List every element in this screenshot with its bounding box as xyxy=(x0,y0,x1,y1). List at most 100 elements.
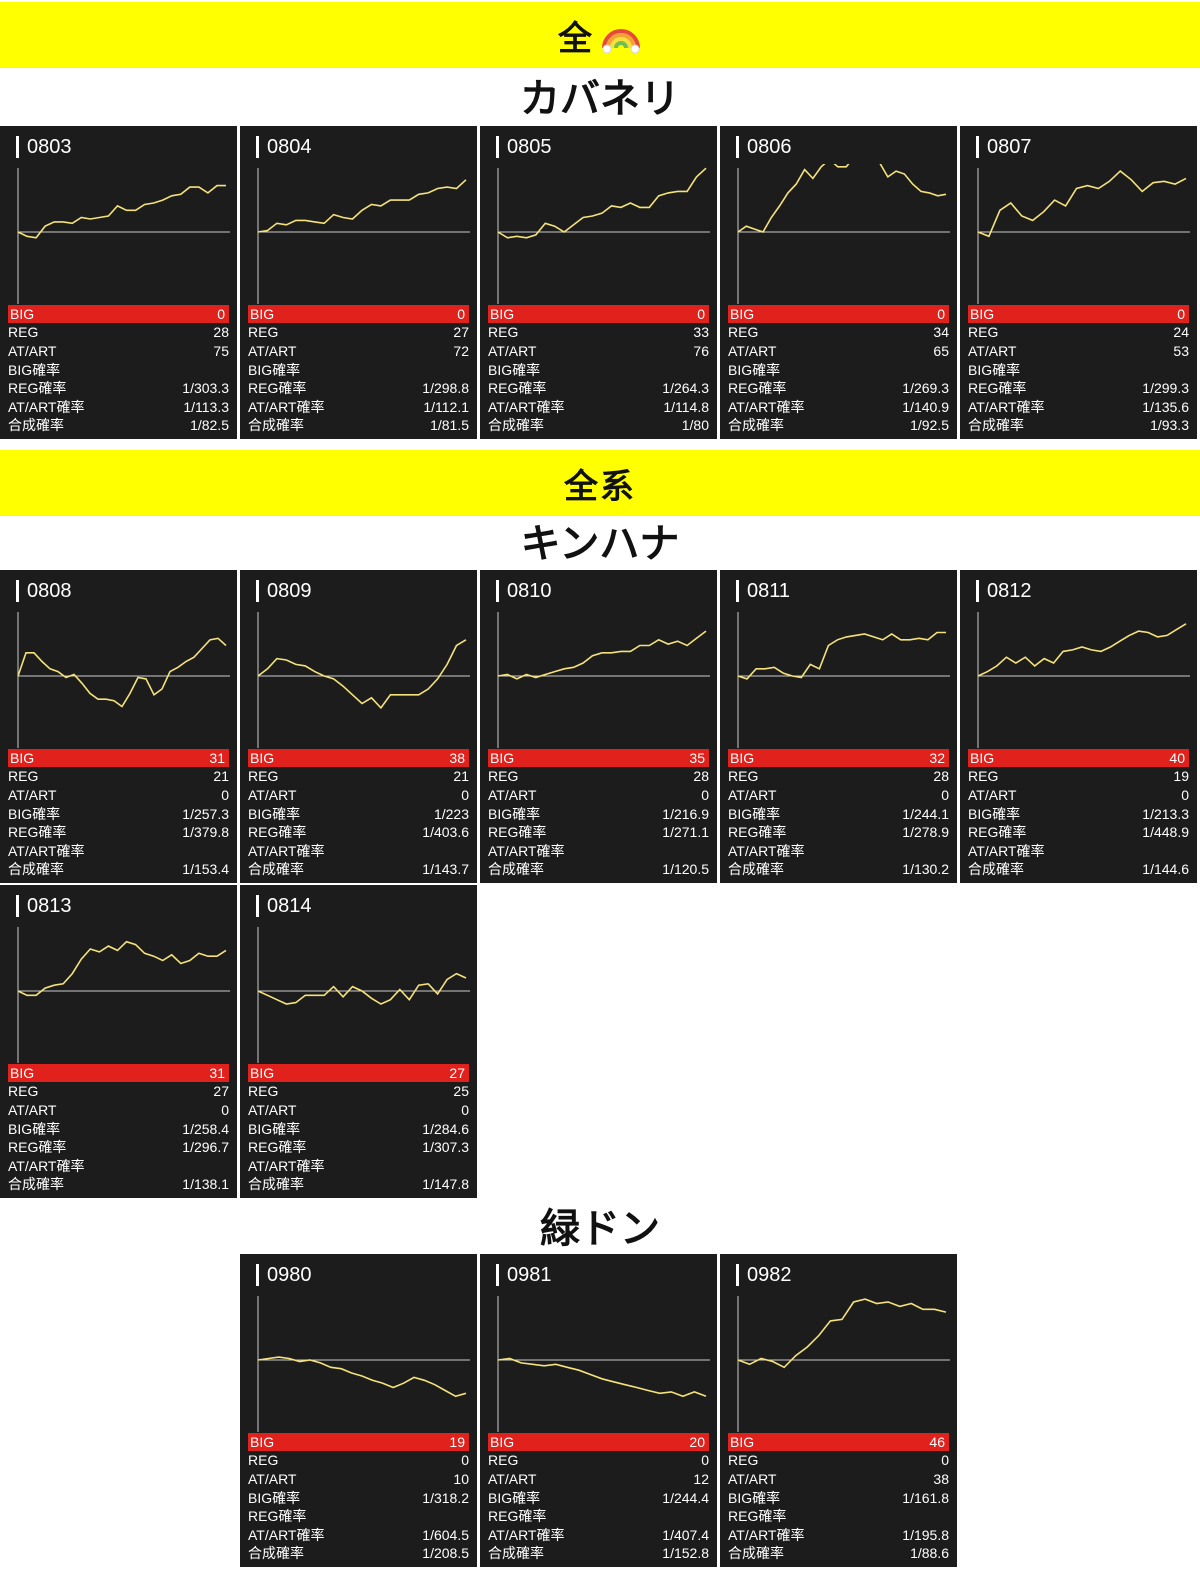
stat-row: AT/ART 0 xyxy=(728,786,949,805)
rainbow-icon xyxy=(602,29,640,54)
section-title-kabaneri: カバネリ xyxy=(520,76,680,122)
stat-label: AT/ART確率 xyxy=(8,1157,85,1174)
big-row: BIG 32 xyxy=(728,748,949,768)
stat-value: 1/120.5 xyxy=(662,861,709,878)
graph-line xyxy=(17,184,226,239)
stat-label: REG確率 xyxy=(248,824,307,841)
stat-label: AT/ART xyxy=(488,787,537,804)
machine-card[interactable]: 0805 BIG 0 REG 33 AT/ART 76 BIG確率 REG確率 1/264.3 AT… xyxy=(480,126,717,439)
stat-value: 1/113.3 xyxy=(183,398,229,415)
stat-value: 32 xyxy=(929,749,945,766)
stat-row: REG 28 xyxy=(488,767,709,786)
stat-row: AT/ART 0 xyxy=(8,1101,229,1120)
stat-label: REG xyxy=(968,768,999,785)
stat-row: AT/ART確率 xyxy=(488,842,709,861)
stat-label: BIG xyxy=(10,305,35,322)
machine-header: 0811 xyxy=(736,580,790,602)
graph-line xyxy=(257,1356,467,1398)
stat-label: BIG確率 xyxy=(8,1120,61,1137)
machine-card[interactable]: 0810 BIG 35 REG 28 AT/ART 0 BIG確率 1/216.9 REG確率 1/… xyxy=(480,570,717,883)
stat-row: AT/ART確率 xyxy=(728,842,949,861)
machine-card[interactable]: 0804 BIG 0 REG 27 AT/ART 72 BIG確率 REG確率 1/298.8 AT… xyxy=(240,126,477,439)
stat-value: 1/88.6 xyxy=(910,1545,949,1562)
stat-row: BIG確率 xyxy=(728,361,949,380)
stats-table: BIG 0 REG 34 AT/ART 65 BIG確率 REG確率 1/269.3 AT/ART… xyxy=(728,304,949,435)
slump-graph xyxy=(497,612,710,748)
stat-row: REG 28 xyxy=(8,323,229,342)
stat-value: 1/284.6 xyxy=(422,1120,469,1137)
stat-label: AT/ART xyxy=(968,343,1017,360)
machine-card[interactable]: 0807 BIG 0 REG 24 AT/ART 53 BIG確率 REG確率 1/299.3 AT… xyxy=(960,126,1197,439)
stat-row: AT/ART確率 xyxy=(8,842,229,861)
machine-card[interactable]: 0808 BIG 31 REG 21 AT/ART 0 BIG確率 1/257.3 REG確率 1/… xyxy=(0,570,237,883)
stat-value: 1/140.9 xyxy=(902,398,949,415)
stat-row: REG 34 xyxy=(728,323,949,342)
stat-value: 1/307.3 xyxy=(422,1139,469,1156)
machine-card[interactable]: 0806 BIG 0 REG 34 AT/ART 65 BIG確率 REG確率 1/269.3 AT… xyxy=(720,126,957,439)
stat-label: REG確率 xyxy=(728,824,787,841)
stat-row: BIG確率 1/257.3 xyxy=(8,805,229,824)
stat-row: AT/ART 10 xyxy=(248,1470,469,1489)
machine-card[interactable]: 0812 BIG 40 REG 19 AT/ART 0 BIG確率 1/213.3 REG確率 1/… xyxy=(960,570,1197,883)
machine-card[interactable]: 0982 BIG 46 REG 0 AT/ART 38 BIG確率 1/161.8 REG確率 AT… xyxy=(720,1254,957,1567)
big-row: BIG 31 xyxy=(8,1063,229,1083)
machine-number: 0811 xyxy=(747,579,791,602)
stat-value: 1/147.8 xyxy=(422,1176,469,1193)
machine-card[interactable]: 0980 BIG 19 REG 0 AT/ART 10 BIG確率 1/318.2 REG確率 AT… xyxy=(240,1254,477,1567)
stat-value: 19 xyxy=(449,1433,465,1450)
stat-row: AT/ART 12 xyxy=(488,1470,709,1489)
stat-label: BIG確率 xyxy=(488,805,541,822)
machine-card[interactable]: 0809 BIG 38 REG 21 AT/ART 0 BIG確率 1/223 REG確率 1/40… xyxy=(240,570,477,883)
slump-graph xyxy=(977,168,1190,304)
graph-line xyxy=(497,167,707,239)
stat-row: 合成確率 1/152.8 xyxy=(488,1544,709,1563)
stat-row: AT/ART 76 xyxy=(488,342,709,361)
stat-label: BIG xyxy=(970,749,995,766)
stats-table: BIG 31 REG 27 AT/ART 0 BIG確率 1/258.4 REG確率 1/296.… xyxy=(8,1063,229,1194)
stat-row: AT/ART確率 xyxy=(8,1157,229,1176)
stat-label: AT/ART xyxy=(248,343,297,360)
machine-card[interactable]: 0811 BIG 32 REG 28 AT/ART 0 BIG確率 1/244.1 REG確率 1/… xyxy=(720,570,957,883)
big-row: BIG 0 xyxy=(248,304,469,324)
stat-label: 合成確率 xyxy=(728,1545,784,1562)
machine-header: 0814 xyxy=(256,895,312,917)
machine-card[interactable]: 0803 BIG 0 REG 28 AT/ART 75 BIG確率 REG確率 1/303.3 AT… xyxy=(0,126,237,439)
stat-label: REG確率 xyxy=(728,380,787,397)
header-marker xyxy=(16,895,19,917)
stat-label: BIG xyxy=(250,305,275,322)
machine-number: 0981 xyxy=(507,1263,552,1286)
machine-card[interactable]: 0814 BIG 27 REG 25 AT/ART 0 BIG確率 1/284.6 REG確率 1/… xyxy=(240,885,477,1198)
machine-card[interactable]: 0981 BIG 20 REG 0 AT/ART 12 BIG確率 1/244.4 REG確率 AT… xyxy=(480,1254,717,1567)
stat-value: 0 xyxy=(1177,305,1185,322)
machine-card[interactable]: 0813 BIG 31 REG 27 AT/ART 0 BIG確率 1/258.4 REG確率 1/… xyxy=(0,885,237,1198)
stat-label: BIG確率 xyxy=(968,361,1021,378)
stat-label: AT/ART xyxy=(248,787,297,804)
stat-label: REG確率 xyxy=(488,824,547,841)
stat-value: 1/112.1 xyxy=(423,398,469,415)
stat-value: 0 xyxy=(221,1102,229,1119)
stat-value: 0 xyxy=(461,787,469,804)
graph-line xyxy=(737,631,946,680)
stat-label: AT/ART xyxy=(8,1102,57,1119)
stat-row: AT/ART確率 1/604.5 xyxy=(248,1526,469,1545)
stat-row: 合成確率 1/81.5 xyxy=(248,416,469,435)
stat-value: 0 xyxy=(941,1452,949,1469)
stat-row: BIG確率 1/258.4 xyxy=(8,1120,229,1139)
stat-value: 0 xyxy=(457,305,465,322)
stat-label: BIG確率 xyxy=(8,805,61,822)
stat-row: AT/ART 75 xyxy=(8,342,229,361)
stat-label: AT/ART確率 xyxy=(728,842,805,859)
stat-label: REG確率 xyxy=(488,380,547,397)
graph-line xyxy=(737,1298,947,1369)
header-marker xyxy=(256,580,259,602)
stat-label: BIG確率 xyxy=(488,1489,541,1506)
stats-table: BIG 20 REG 0 AT/ART 12 BIG確率 1/244.4 REG確率 AT/ART… xyxy=(488,1432,709,1563)
stat-row: AT/ART確率 xyxy=(248,1157,469,1176)
stat-value: 1/144.6 xyxy=(1142,861,1189,878)
graph-line xyxy=(257,972,467,1005)
stat-row: 合成確率 1/130.2 xyxy=(728,860,949,879)
stats-table: BIG 0 REG 33 AT/ART 76 BIG確率 REG確率 1/264.3 AT/ART… xyxy=(488,304,709,435)
big-row: BIG 0 xyxy=(8,304,229,324)
graph-line xyxy=(257,639,467,710)
